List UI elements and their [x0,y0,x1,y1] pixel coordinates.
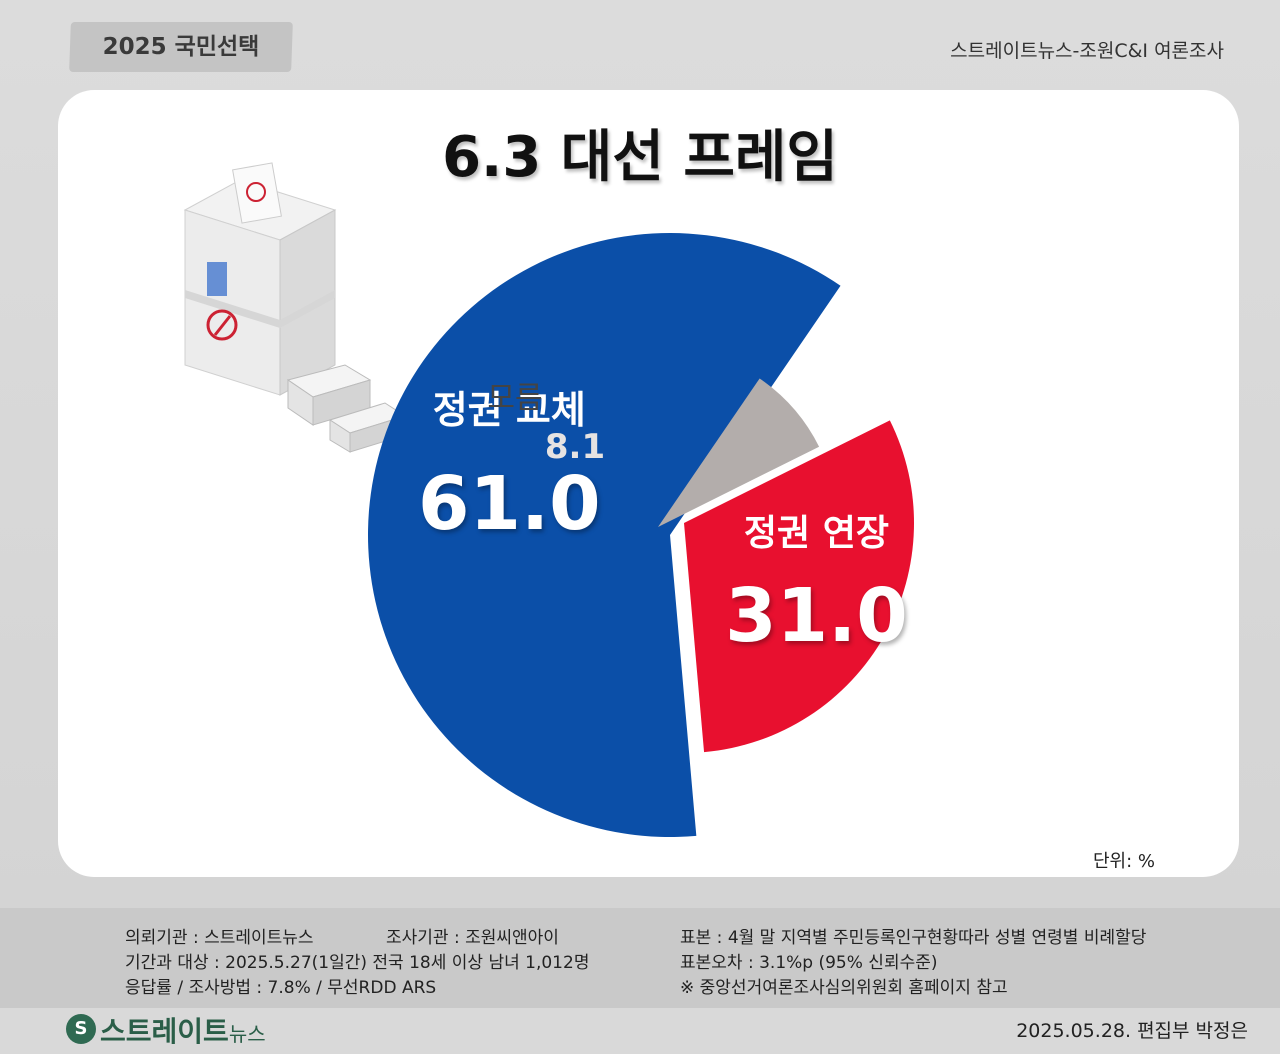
slice-label-2: 정권 연장 [744,513,889,554]
pie-slice-1 [658,378,820,527]
logo: 스트레이트뉴스 [100,1010,266,1050]
footer-line-note: ※ 중앙선거여론조사심의위원회 홈페이지 참고 [680,978,1008,998]
slice-label-0: 정권 교체 [433,388,586,432]
slice-value-0: 61.0 [418,461,601,547]
slice-value-1: 8.1 [545,427,605,467]
slice-value-2: 31.0 [725,573,908,659]
footer-line-agency: 조사기관 : 조원씨앤아이 [386,928,559,948]
unit-label: 단위: % [1093,851,1156,872]
logo-text: 스트레이트 [100,1015,229,1048]
pie-slice-0 [368,233,841,837]
footer-line-client: 의뢰기관 : 스트레이트뉴스 [125,928,314,948]
footer-line-error: 표본오차 : 3.1%p (95% 신뢰수준) [680,953,938,973]
pie-slice-2 [684,420,915,753]
bottom-band [0,1008,1280,1054]
date-credit: 2025.05.28. 편집부 박정은 [1016,1020,1248,1042]
survey-source: 스트레이트뉴스-조원C&I 여론조사 [950,40,1224,62]
footer-right-info: 표본 : 4월 말 지역별 주민등록인구현황따라 성별 연령별 비례할당 표본오… [680,926,1146,1001]
logo-sub: 뉴스 [228,1022,266,1046]
slice-label-1: 모름 [487,381,542,416]
footer-line-sample: 표본 : 4월 말 지역별 주민등록인구현황따라 성별 연령별 비례할당 [680,928,1147,948]
footer-left-info: 의뢰기관 : 스트레이트뉴스 기간과 대상 : 2025.5.27(1일간) 전… [125,926,589,1001]
footer-line-period: 기간과 대상 : 2025.5.27(1일간) 전국 18세 이상 남녀 1,0… [125,953,590,973]
footer-line-method: 응답률 / 조사방법 : 7.8% / 무선RDD ARS [125,978,437,998]
section-tag: 2025 국민선택 [102,34,260,60]
chart-title: 6.3 대선 프레임 [442,125,838,190]
logo-icon: S [66,1014,96,1044]
ballot-box-illustration [183,162,407,453]
footer-band [0,908,1280,1008]
